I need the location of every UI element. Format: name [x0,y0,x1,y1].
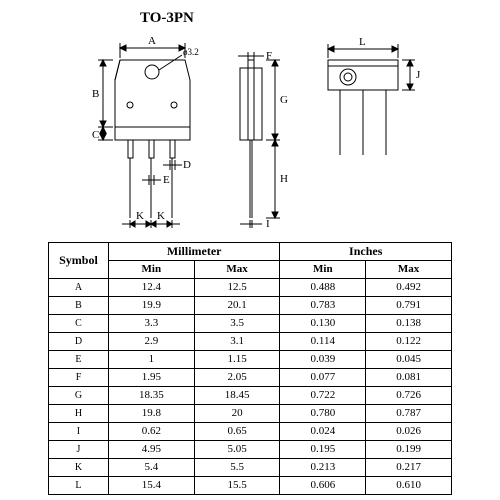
package-diagram: A ø3.2 B C D E [70,30,430,230]
value-cell: 15.5 [194,477,280,495]
value-cell: 4.95 [108,441,194,459]
value-cell: 0.130 [280,315,366,333]
symbol-cell: C [49,315,109,333]
value-cell: 0.610 [366,477,452,495]
dim-A-label: A [148,35,156,47]
col-header-symbol: Symbol [49,243,109,279]
value-cell: 2.05 [194,369,280,387]
value-cell: 0.217 [366,459,452,477]
col-header-mm-min: Min [108,261,194,279]
value-cell: 0.492 [366,279,452,297]
dim-D-label: D [183,159,191,171]
value-cell: 0.024 [280,423,366,441]
dim-J-label: J [416,69,421,81]
value-cell: 0.195 [280,441,366,459]
table-row: L15.415.50.6060.610 [49,477,452,495]
col-header-mm-max: Max [194,261,280,279]
value-cell: 0.026 [366,423,452,441]
value-cell: 20 [194,405,280,423]
table-row: B19.920.10.7830.791 [49,297,452,315]
symbol-cell: B [49,297,109,315]
value-cell: 0.122 [366,333,452,351]
value-cell: 0.62 [108,423,194,441]
col-header-in: Inches [280,243,452,261]
symbol-cell: I [49,423,109,441]
symbol-cell: L [49,477,109,495]
dimensions-table: Symbol Millimeter Inches Min Max Min Max… [48,242,452,495]
value-cell: 0.606 [280,477,366,495]
dim-I-label: I [266,218,270,230]
symbol-cell: J [49,441,109,459]
value-cell: 3.3 [108,315,194,333]
value-cell: 2.9 [108,333,194,351]
symbol-cell: A [49,279,109,297]
value-cell: 0.039 [280,351,366,369]
dim-L-label: L [359,36,366,48]
value-cell: 0.65 [194,423,280,441]
value-cell: 0.791 [366,297,452,315]
value-cell: 0.199 [366,441,452,459]
value-cell: 1.95 [108,369,194,387]
symbol-cell: E [49,351,109,369]
table-row: A12.412.50.4880.492 [49,279,452,297]
value-cell: 0.077 [280,369,366,387]
value-cell: 0.722 [280,387,366,405]
value-cell: 0.726 [366,387,452,405]
symbol-cell: H [49,405,109,423]
value-cell: 1 [108,351,194,369]
value-cell: 0.114 [280,333,366,351]
dim-K2-label: K [157,210,165,222]
value-cell: 0.780 [280,405,366,423]
value-cell: 18.45 [194,387,280,405]
col-header-in-min: Min [280,261,366,279]
table-row: K5.45.50.2130.217 [49,459,452,477]
table-row: J4.955.050.1950.199 [49,441,452,459]
dim-B-label: B [92,88,99,100]
value-cell: 12.5 [194,279,280,297]
value-cell: 3.1 [194,333,280,351]
col-header-mm: Millimeter [108,243,280,261]
value-cell: 0.081 [366,369,452,387]
value-cell: 1.15 [194,351,280,369]
value-cell: 18.35 [108,387,194,405]
value-cell: 5.05 [194,441,280,459]
table-row: C3.33.50.1300.138 [49,315,452,333]
symbol-cell: K [49,459,109,477]
value-cell: 0.787 [366,405,452,423]
col-header-in-max: Max [366,261,452,279]
dim-C-label: C [92,129,99,141]
value-cell: 0.213 [280,459,366,477]
dim-H-label: H [280,173,288,185]
hole-label: ø3.2 [183,47,199,57]
dim-G-label: G [280,94,288,106]
table-row: G18.3518.450.7220.726 [49,387,452,405]
value-cell: 19.8 [108,405,194,423]
value-cell: 0.045 [366,351,452,369]
table-row: E11.150.0390.045 [49,351,452,369]
page-title: TO-3PN [140,10,194,27]
table-row: H19.8200.7800.787 [49,405,452,423]
value-cell: 15.4 [108,477,194,495]
symbol-cell: F [49,369,109,387]
value-cell: 19.9 [108,297,194,315]
table-row: D2.93.10.1140.122 [49,333,452,351]
table-row: I0.620.650.0240.026 [49,423,452,441]
dim-E-label: E [163,174,170,186]
value-cell: 5.4 [108,459,194,477]
dim-K1-label: K [136,210,144,222]
value-cell: 12.4 [108,279,194,297]
value-cell: 0.138 [366,315,452,333]
value-cell: 0.488 [280,279,366,297]
symbol-cell: G [49,387,109,405]
value-cell: 5.5 [194,459,280,477]
value-cell: 0.783 [280,297,366,315]
table-row: F1.952.050.0770.081 [49,369,452,387]
value-cell: 3.5 [194,315,280,333]
symbol-cell: D [49,333,109,351]
value-cell: 20.1 [194,297,280,315]
